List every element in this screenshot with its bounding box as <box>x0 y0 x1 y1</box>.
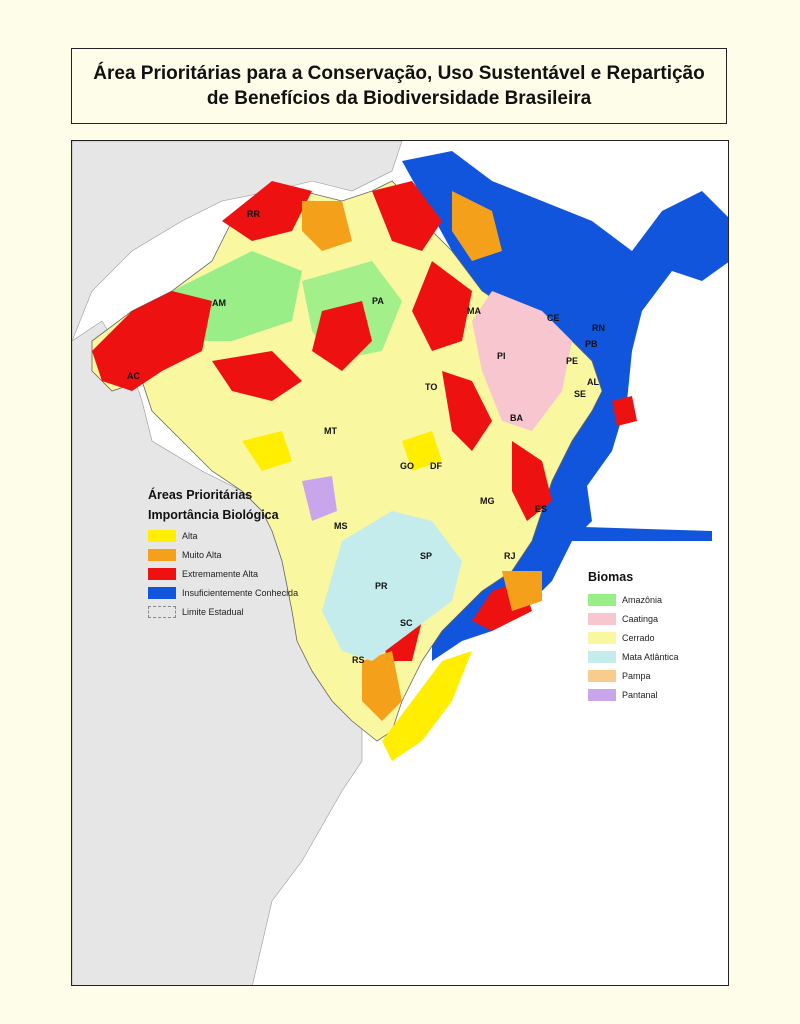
state-label: ES <box>535 504 548 514</box>
state-label: RS <box>352 655 365 665</box>
legend-label: Extremamente Alta <box>182 568 259 579</box>
state-label: SP <box>420 551 433 561</box>
legend-swatch <box>148 605 176 618</box>
priority-red <box>612 396 637 426</box>
state-label: MG <box>480 496 495 506</box>
state-label: AM <box>212 298 226 308</box>
state-label: DF <box>430 461 442 471</box>
legend-label: Mata Atlântica <box>622 651 679 662</box>
priority-red <box>412 261 472 351</box>
priority-orange <box>452 191 502 261</box>
state-label: PA <box>372 296 384 306</box>
legend-swatch <box>148 586 176 599</box>
legend-label: Limite Estadual <box>182 606 244 617</box>
legend-item: Alta <box>148 526 298 545</box>
state-label: AC <box>127 371 140 381</box>
legend-label: Insuficientemente Conhecida <box>182 587 299 598</box>
priority-red <box>92 291 212 391</box>
priority-yellow <box>382 651 472 761</box>
legend-label: Pantanal <box>622 689 658 700</box>
priority-legend: Áreas Prioritárias Importância Biológica… <box>148 488 298 621</box>
legend-label: Muito Alta <box>182 549 222 560</box>
priority-yellow <box>242 431 292 471</box>
biome-caatinga <box>472 291 572 431</box>
biome-legend-heading: Biomas <box>588 570 634 584</box>
state-label: PE <box>566 356 579 366</box>
legend-item: Mata Atlântica <box>588 647 679 666</box>
legend-swatch <box>148 548 176 561</box>
legend-swatch <box>148 529 176 542</box>
state-label: PR <box>375 581 388 591</box>
legend-item: Muito Alta <box>148 545 298 564</box>
state-label: PI <box>497 351 506 361</box>
priority-orange <box>362 651 402 721</box>
legend-item: Pantanal <box>588 685 679 704</box>
legend-item: Limite Estadual <box>148 602 298 621</box>
priority-orange <box>302 201 352 251</box>
legend-swatch <box>588 650 616 663</box>
state-label: MA <box>467 306 481 316</box>
state-label: MT <box>324 426 337 436</box>
legend-swatch <box>148 567 176 580</box>
legend-item: Amazônia <box>588 590 679 609</box>
state-label: MS <box>334 521 348 531</box>
priority-yellow <box>402 431 442 471</box>
brazil-map <box>72 141 728 985</box>
legend-label: Cerrado <box>622 632 655 643</box>
priority-red <box>442 371 492 451</box>
map-title-line-1: Área Prioritárias para a Conservação, Us… <box>93 63 705 84</box>
biome-pantanal <box>302 476 337 521</box>
state-label: CE <box>547 313 560 323</box>
legend-item: Caatinga <box>588 609 679 628</box>
legend-label: Amazônia <box>622 594 663 605</box>
state-label: BA <box>510 413 523 423</box>
priority-red <box>512 441 552 521</box>
priority-orange <box>502 571 542 611</box>
legend-swatch <box>588 669 616 682</box>
state-label: AL <box>587 377 599 387</box>
legend-item: Pampa <box>588 666 679 685</box>
map-frame: RR AM PA AC MA CE RN PB PE PI AL SE TO B… <box>71 140 729 986</box>
legend-item: Insuficientemente Conhecida <box>148 583 298 602</box>
priority-red <box>312 301 372 371</box>
biome-mata-atlantica <box>322 511 462 661</box>
state-label: PB <box>585 339 598 349</box>
state-label: RR <box>247 209 260 219</box>
state-label: RN <box>592 323 605 333</box>
priority-red <box>212 351 302 401</box>
priority-red <box>222 181 312 241</box>
neighbor-land <box>72 141 403 342</box>
ocean-blue-stripe <box>552 526 712 541</box>
legend-swatch <box>588 631 616 644</box>
legend-swatch <box>588 612 616 625</box>
state-label: SC <box>400 618 413 628</box>
map-title-line-2: de Benefícios da Biodiversidade Brasilei… <box>206 88 592 109</box>
priority-legend-subheading: Importância Biológica <box>148 508 279 522</box>
legend-label: Pampa <box>622 670 651 681</box>
legend-swatch <box>588 593 616 606</box>
legend-swatch <box>588 688 616 701</box>
legend-item: Extremamente Alta <box>148 564 298 583</box>
biome-legend: Biomas Amazônia Caatinga Cerrado Mata At… <box>588 570 679 704</box>
priority-red <box>372 181 442 251</box>
state-label: RJ <box>504 551 516 561</box>
legend-label: Caatinga <box>622 613 659 624</box>
state-label: TO <box>425 382 438 392</box>
state-label: GO <box>400 461 415 471</box>
map-title-box: Área Prioritárias para a Conservação, Us… <box>71 48 727 124</box>
legend-item: Cerrado <box>588 628 679 647</box>
legend-label: Alta <box>182 530 198 541</box>
state-label: SE <box>574 389 587 399</box>
priority-legend-heading: Áreas Prioritárias <box>148 488 253 502</box>
